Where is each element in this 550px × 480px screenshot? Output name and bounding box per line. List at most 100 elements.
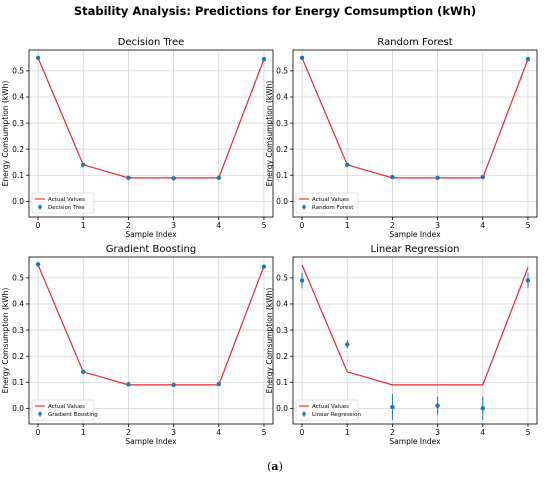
x-axis-label: Sample Index (389, 437, 441, 446)
y-tick-label: 0.3 (276, 326, 288, 335)
y-tick-label: 0.0 (276, 197, 288, 206)
prediction-point (171, 382, 176, 388)
y-tick-label: 0.1 (12, 378, 24, 387)
x-tick-label: 4 (480, 221, 485, 230)
y-tick-label: 0.3 (12, 326, 24, 335)
legend-entry: Random Forest (312, 205, 354, 211)
x-tick-label: 3 (171, 221, 176, 230)
x-tick-label: 4 (216, 428, 221, 437)
actual-values-line (37, 57, 265, 179)
legend-box (31, 192, 95, 214)
legend-marker-swatch (38, 412, 42, 416)
y-tick-label: 0.2 (12, 352, 24, 361)
axes-frame (292, 256, 538, 425)
prediction-point (126, 175, 131, 181)
caption-close-paren: ) (279, 460, 283, 473)
axes-frame (28, 49, 274, 218)
prediction-point (216, 381, 221, 387)
x-tick-label: 5 (526, 428, 531, 437)
x-tick-label: 2 (126, 428, 131, 437)
panel-decision-tree: Decision Tree 0 1 2 3 4 5 0.0 0.1 0.2 0.3 0.4 0.5 Sam… (1, 37, 274, 239)
y-tick-label: 0.5 (276, 67, 288, 76)
prediction-point (35, 55, 41, 61)
prediction-point (345, 342, 350, 347)
actual-values-line (37, 264, 265, 386)
panel-linear-regression: Linear Regression 0 1 2 3 4 5 0.0 0.1 0.2 0.3 0.4 0.… (265, 244, 538, 446)
y-tick-label: 0.5 (12, 274, 24, 283)
y-tick-label: 0.3 (276, 119, 288, 128)
x-tick-label: 3 (435, 221, 440, 230)
x-tick-label: 0 (36, 221, 41, 230)
x-tick-label: 5 (262, 221, 267, 230)
y-tick-label: 0.4 (12, 93, 24, 102)
legend-entry: Actual Values (48, 404, 85, 410)
legend-box (295, 399, 359, 421)
panel-title: Decision Tree (118, 37, 185, 48)
y-tick-label: 0.1 (276, 171, 288, 180)
x-tick-label: 3 (171, 428, 176, 437)
figure-title: Stability Analysis: Predictions for Ener… (74, 4, 476, 18)
prediction-point (525, 56, 531, 62)
legend-entry: Actual Values (48, 197, 85, 203)
x-tick-label: 5 (526, 221, 531, 230)
panel-gradient-boosting: Gradient Boosting 0 1 2 3 4 5 0.0 0.1 0.2 0.3 0.4 0.… (1, 244, 274, 446)
y-tick-label: 0.0 (12, 404, 24, 413)
panel-title: Linear Regression (371, 244, 460, 255)
x-tick-label: 1 (345, 221, 350, 230)
actual-values-line (301, 264, 529, 386)
prediction-point (390, 404, 395, 410)
axes-frame (28, 256, 274, 425)
prediction-point (171, 176, 176, 181)
x-tick-label: 3 (435, 428, 440, 437)
y-axis-label: Energy Comsumption (kWh) (265, 81, 274, 187)
legend-entry: Gradient Boosting (48, 412, 98, 418)
prediction-point (390, 174, 395, 180)
x-tick-label: 2 (126, 221, 131, 230)
caption-open-paren: ( (267, 460, 271, 473)
legend-entry: Linear Regression (312, 412, 361, 418)
caption-letter: a (271, 460, 278, 473)
prediction-point (299, 55, 305, 61)
prediction-point (81, 162, 86, 168)
legend-marker-swatch (38, 205, 42, 209)
figure-caption: (a) (267, 460, 283, 473)
legend-box (31, 399, 95, 421)
y-tick-label: 0.2 (12, 145, 24, 154)
y-tick-label: 0.3 (12, 119, 24, 128)
y-tick-label: 0.4 (12, 300, 24, 309)
axes-frame (292, 49, 538, 218)
prediction-point (35, 262, 41, 267)
prediction-point (525, 278, 531, 283)
prediction-point (216, 175, 221, 181)
x-tick-label: 1 (345, 428, 350, 437)
panel-title: Gradient Boosting (106, 244, 196, 255)
x-tick-label: 0 (36, 428, 41, 437)
prediction-point (261, 264, 267, 269)
prediction-point (480, 174, 485, 180)
y-tick-label: 0.0 (276, 404, 288, 413)
legend-entry: Actual Values (312, 404, 349, 410)
x-tick-label: 1 (81, 428, 86, 437)
x-tick-label: 4 (216, 221, 221, 230)
actual-values-line (301, 57, 529, 179)
y-tick-label: 0.5 (276, 274, 288, 283)
x-axis-label: Sample Index (125, 437, 177, 446)
x-tick-label: 4 (480, 428, 485, 437)
x-tick-label: 5 (262, 428, 267, 437)
y-tick-label: 0.1 (276, 378, 288, 387)
y-tick-label: 0.5 (12, 67, 24, 76)
x-axis-label: Sample Index (125, 230, 177, 239)
legend-marker-swatch (302, 412, 306, 416)
legend-box (295, 192, 359, 214)
y-tick-label: 0.2 (276, 352, 288, 361)
y-tick-label: 0.2 (276, 145, 288, 154)
x-axis-label: Sample Index (389, 230, 441, 239)
legend-entry: Actual Values (312, 197, 349, 203)
legend-marker-swatch (302, 205, 306, 209)
prediction-point (299, 278, 305, 283)
prediction-point (435, 175, 440, 181)
prediction-point (345, 162, 350, 168)
prediction-point (126, 382, 131, 387)
panel-random-forest: Random Forest 0 1 2 3 4 5 0.0 0.1 0.2 0.3 0.4 0.5 Sam… (265, 37, 538, 239)
